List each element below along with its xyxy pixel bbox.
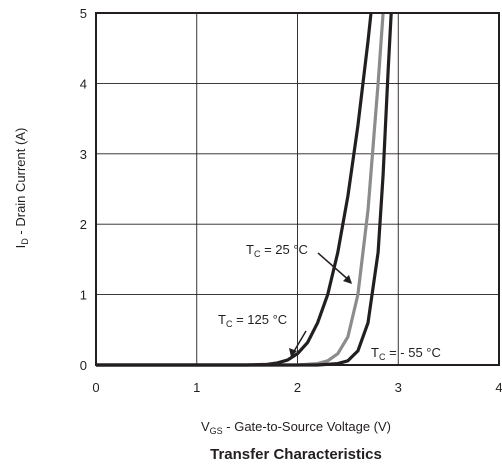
y-axis-label: ID - Drain Current (A) — [13, 128, 30, 249]
annotation-arrow-125c — [292, 330, 307, 354]
y-tick-labels: 0 1 2 3 4 5 — [80, 6, 87, 373]
x-tick-labels: 0 1 2 3 4 — [92, 380, 502, 395]
series-label-minus55c: TC = - 55 °C — [371, 345, 441, 362]
y-tick-label: 2 — [80, 217, 87, 232]
series-annotations: TC = 25 °C TC = 125 °C TC = - 55 °C — [218, 242, 441, 362]
x-tick-label: 4 — [495, 380, 502, 395]
x-tick-label: 0 — [92, 380, 99, 395]
y-tick-label: 4 — [80, 76, 87, 91]
y-tick-label: 3 — [80, 147, 87, 162]
series-label-125c: TC = 125 °C — [218, 312, 287, 329]
series-label-25c: TC = 25 °C — [246, 242, 308, 259]
annotation-arrowhead-125c — [289, 348, 297, 357]
y-tick-label: 1 — [80, 288, 87, 303]
annotation-arrow-25c — [317, 252, 352, 283]
plot-frame — [95, 12, 500, 366]
x-tick-label: 1 — [193, 380, 200, 395]
annotation-arrowhead-25c — [343, 275, 352, 284]
y-tick-label: 0 — [80, 358, 87, 373]
x-tick-label: 2 — [294, 380, 301, 395]
x-axis-label: VGS - Gate-to-Source Voltage (V) — [201, 419, 391, 436]
x-tick-label: 3 — [395, 380, 402, 395]
grid-lines — [96, 13, 499, 365]
y-tick-label: 5 — [80, 6, 87, 21]
chart-title: Transfer Characteristics — [210, 446, 382, 463]
